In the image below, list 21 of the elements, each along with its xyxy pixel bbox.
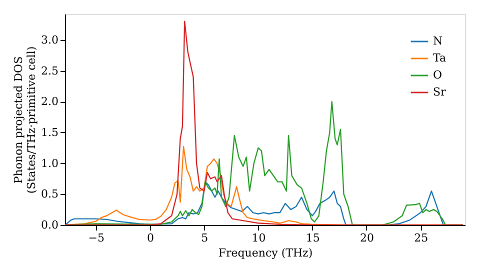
legend-label: Ta <box>433 52 446 64</box>
y-tick-label: 3.0 <box>41 33 58 46</box>
x-tick-label: 5 <box>201 232 208 244</box>
line-series <box>65 20 464 225</box>
x-tick-label: 15 <box>306 232 320 244</box>
legend-label: Sr <box>433 86 447 98</box>
y-tick-label: 0.0 <box>41 218 58 232</box>
y-tick-label: 0.5 <box>41 188 58 201</box>
x-tick-label: 10 <box>252 232 266 244</box>
y-tick-label: 1.5 <box>41 126 58 139</box>
y-axis-title: Phonon projected DOS (States/THz·primitive cell) <box>12 46 38 194</box>
x-tick-label: 20 <box>360 232 374 244</box>
y-tick-label: 1.0 <box>41 156 58 170</box>
y-tick-label: 2.5 <box>41 64 58 78</box>
x-tick-label: 0 <box>146 232 154 244</box>
legend-label: O <box>433 68 442 82</box>
x-axis-title: Frequency (THz) <box>218 246 313 260</box>
y-tick-label: 2.0 <box>41 95 58 108</box>
x-tick-label: −5 <box>88 232 104 244</box>
legend-label: N <box>433 34 443 48</box>
x-tick-label: 25 <box>414 232 428 244</box>
